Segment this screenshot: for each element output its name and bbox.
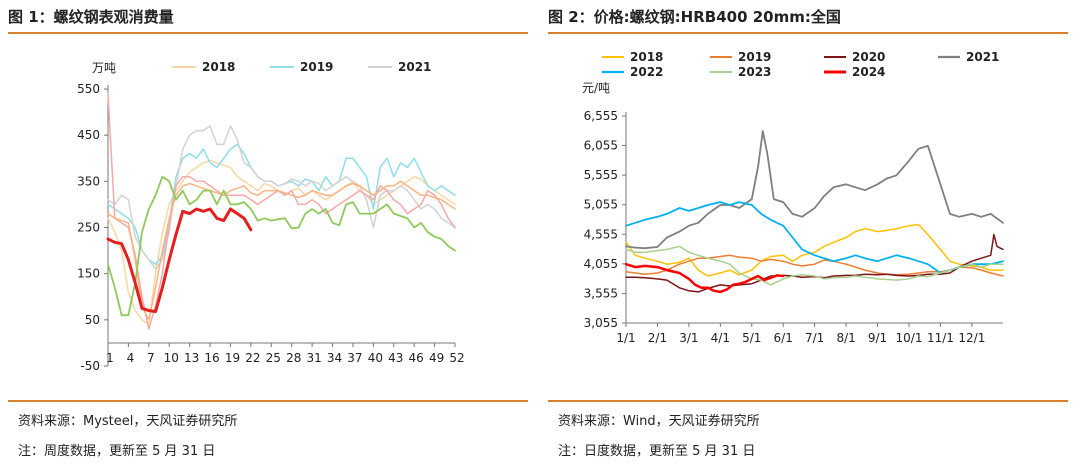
- right-x-tick-label: 8/1: [836, 331, 855, 345]
- right-y-tick-label: 3,555: [584, 286, 618, 300]
- right-series-line-2022: [625, 201, 1004, 274]
- left-y-tick-label: 550: [77, 82, 100, 96]
- right-series-line-2021: [625, 130, 1004, 250]
- right-x-tick-label: 3/1: [679, 331, 698, 345]
- right-y-tick-label: 3,055: [584, 316, 618, 330]
- right-x-tick-label: 9/1: [868, 331, 887, 345]
- left-source-rule: [8, 400, 528, 402]
- left-x-tick-label: 4: [127, 351, 135, 365]
- right-figure-title: 图 2：价格:螺纹钢:HRB400 20mm:全国: [548, 8, 841, 26]
- left-x-tick-label: 31: [306, 351, 321, 365]
- left-x-tick-label: 37: [347, 351, 362, 365]
- left-x-tick-label: 49: [429, 351, 444, 365]
- right-note: 注：日度数据，更新至 5 月 31 日: [558, 444, 756, 459]
- left-note: 注：周度数据，更新至 5 月 31 日: [18, 444, 216, 459]
- right-series-line-2019: [625, 254, 1004, 277]
- right-x-tick-label: 10/1: [896, 331, 923, 345]
- left-x-tick-label: 13: [184, 351, 199, 365]
- left-series-line-unlabeled-3: [107, 92, 456, 330]
- right-x-tick-label: 11/1: [927, 331, 954, 345]
- left-x-tick-label: 46: [409, 351, 424, 365]
- left-title-rule: [8, 32, 528, 34]
- right-y-tick-label: 5,055: [584, 198, 618, 212]
- left-y-tick-label: 150: [77, 267, 100, 281]
- left-x-tick-label: 10: [164, 351, 179, 365]
- right-y-tick-label: 4,055: [584, 257, 618, 271]
- right-legend-label-2019: 2019: [738, 50, 771, 64]
- left-figure-title: 图 1：螺纹钢表观消费量: [8, 8, 174, 26]
- right-series-line-2023: [625, 245, 1004, 286]
- right-x-tick-label: 12/1: [958, 331, 985, 345]
- left-y-axis-label: 万吨: [92, 61, 116, 75]
- left-y-tick-label: -50: [80, 359, 100, 373]
- right-legend-label-2023: 2023: [738, 65, 771, 79]
- left-legend-label-2021: 2021: [398, 60, 431, 74]
- right-x-tick-label: 5/1: [742, 331, 761, 345]
- left-chart: 万吨 550 450 350 250 150 50 -50 1 4 7 10 13 16 19 22 25 28 3…: [77, 60, 465, 373]
- left-legend-label-2018: 2018: [202, 60, 235, 74]
- right-y-tick-label: 5,555: [584, 168, 618, 182]
- left-series-line-unlabeled-5: [107, 175, 456, 317]
- right-chart: 元/吨 6,555 6,055 5,555 5,055 4,555 4,055 3,555 3,…: [582, 50, 1004, 345]
- right-legend-label-2022: 2022: [630, 65, 663, 79]
- left-x-tick-label: 22: [245, 351, 260, 365]
- left-x-tick-label: 40: [368, 351, 383, 365]
- right-x-tick-label: 1/1: [616, 331, 635, 345]
- right-title-rule: [548, 32, 1068, 34]
- left-source: 资料来源：Mysteel，天风证券研究所: [18, 414, 238, 429]
- left-legend-label-2019: 2019: [300, 60, 333, 74]
- left-x-tick-label: 52: [449, 351, 464, 365]
- right-y-tick-label: 4,555: [584, 227, 618, 241]
- left-x-tick-label: 34: [327, 351, 342, 365]
- left-x-tick-label: 1: [106, 351, 114, 365]
- left-x-tick-label: 43: [388, 351, 403, 365]
- left-series-line-unlabeled-6: [106, 207, 253, 313]
- left-x-tick-label: 19: [225, 351, 240, 365]
- left-x-tick-label: 7: [147, 351, 155, 365]
- left-panel: 图 1：螺纹钢表观消费量 万吨 550 450 350 250 150 50 -50 1 4 7 10…: [8, 8, 528, 459]
- left-series-line-unlabeled-4: [107, 180, 456, 321]
- left-y-tick-label: 350: [77, 174, 100, 188]
- right-x-tick-label: 2/1: [648, 331, 667, 345]
- right-x-tick-label: 4/1: [711, 331, 730, 345]
- right-legend-label-2021: 2021: [966, 50, 999, 64]
- right-x-tick-label: 7/1: [805, 331, 824, 345]
- right-legend-label-2020: 2020: [852, 50, 885, 64]
- right-y-tick-label: 6,055: [584, 139, 618, 153]
- left-y-tick-label: 50: [85, 313, 100, 327]
- right-x-tick-label: 6/1: [774, 331, 793, 345]
- left-y-tick-label: 250: [77, 221, 100, 235]
- right-y-tick-label: 6,555: [584, 109, 618, 123]
- right-series-line-2018: [625, 223, 1004, 277]
- left-y-tick-label: 450: [77, 128, 100, 142]
- left-x-tick-label: 28: [286, 351, 301, 365]
- right-source: 资料来源：Wind，天风证券研究所: [558, 414, 760, 429]
- right-legend-label-2024: 2024: [852, 65, 885, 79]
- right-legend-label-2018: 2018: [630, 50, 663, 64]
- left-x-tick-label: 16: [204, 351, 219, 365]
- right-source-rule: [548, 400, 1068, 402]
- right-series-line-2024: [624, 262, 785, 294]
- right-panel: 图 2：价格:螺纹钢:HRB400 20mm:全国 元/吨 6,555 6,055 5…: [540, 0, 1080, 466]
- right-series-line-2020: [625, 233, 1004, 293]
- left-x-tick-label: 25: [266, 351, 281, 365]
- right-y-axis-label: 元/吨: [582, 81, 610, 95]
